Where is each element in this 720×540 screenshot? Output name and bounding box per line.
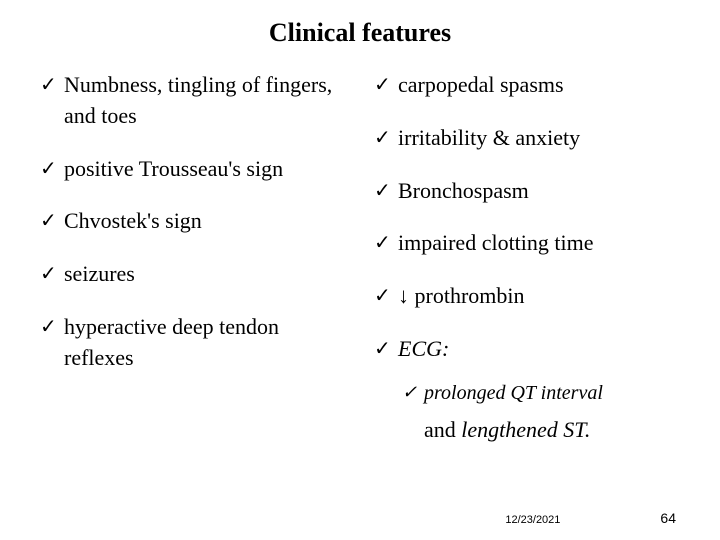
sub-item: ✓ prolonged QT interval xyxy=(402,379,680,407)
list-item: ✓ hyperactive deep tendon reflexes xyxy=(40,312,346,374)
check-icon: ✓ xyxy=(40,259,64,289)
footer: 12/23/2021 64 xyxy=(0,510,720,526)
footer-page: 64 xyxy=(660,510,676,526)
check-icon: ✓ xyxy=(40,206,64,236)
check-icon: ✓ xyxy=(402,379,424,406)
item-text: Chvostek's sign xyxy=(64,206,346,237)
list-item: ✓ ↓ prothrombin xyxy=(374,281,680,312)
check-icon: ✓ xyxy=(374,281,398,311)
footer-date: 12/23/2021 xyxy=(505,514,560,526)
right-column: ✓ carpopedal spasms ✓ irritability & anx… xyxy=(366,70,680,443)
sub-item-text: prolonged QT interval xyxy=(424,379,680,407)
list-item: ✓ carpopedal spasms xyxy=(374,70,680,101)
list-item: ✓ Numbness, tingling of fingers, and toe… xyxy=(40,70,346,132)
content-columns: ✓ Numbness, tingling of fingers, and toe… xyxy=(40,70,680,443)
check-icon: ✓ xyxy=(374,228,398,258)
list-item: ✓ positive Trousseau's sign xyxy=(40,154,346,185)
item-text: impaired clotting time xyxy=(398,228,680,259)
item-text: carpopedal spasms xyxy=(398,70,680,101)
item-text: ↓ prothrombin xyxy=(398,281,680,312)
check-icon: ✓ xyxy=(374,123,398,153)
check-icon: ✓ xyxy=(374,176,398,206)
item-text: seizures xyxy=(64,259,346,290)
item-text: Numbness, tingling of fingers, and toes xyxy=(64,70,346,132)
check-icon: ✓ xyxy=(374,70,398,100)
check-icon: ✓ xyxy=(374,334,398,364)
left-column: ✓ Numbness, tingling of fingers, and toe… xyxy=(40,70,346,443)
page-title: Clinical features xyxy=(40,18,680,48)
list-item: ✓ impaired clotting time xyxy=(374,228,680,259)
list-item: ✓ Bronchospasm xyxy=(374,176,680,207)
item-text: ECG: xyxy=(398,334,680,365)
st-text: lengthened ST. xyxy=(456,417,591,442)
list-item-ecg: ✓ ECG: xyxy=(374,334,680,365)
item-text: hyperactive deep tendon reflexes xyxy=(64,312,346,374)
item-text: Bronchospasm xyxy=(398,176,680,207)
and-word: and xyxy=(424,417,456,442)
list-item: ✓ irritability & anxiety xyxy=(374,123,680,154)
item-text: irritability & anxiety xyxy=(398,123,680,154)
check-icon: ✓ xyxy=(40,312,64,342)
list-item: ✓ seizures xyxy=(40,259,346,290)
sub-item-continuation: and lengthened ST. xyxy=(424,417,680,443)
item-text: positive Trousseau's sign xyxy=(64,154,346,185)
check-icon: ✓ xyxy=(40,154,64,184)
list-item: ✓ Chvostek's sign xyxy=(40,206,346,237)
check-icon: ✓ xyxy=(40,70,64,100)
